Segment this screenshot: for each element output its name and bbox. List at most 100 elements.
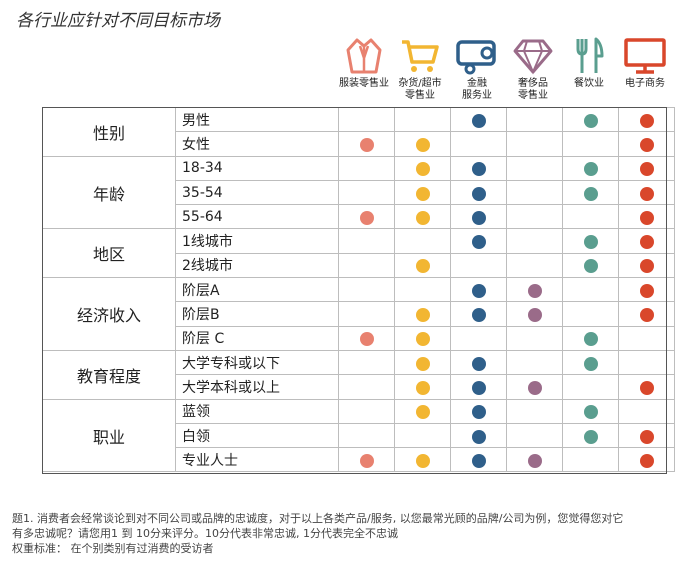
marker-dot: [639, 380, 654, 395]
column-label: 电子商务: [625, 78, 665, 89]
cell: [618, 398, 675, 424]
column-label: 餐饮业: [574, 78, 604, 89]
marker-dot: [583, 259, 598, 274]
marker-dot: [415, 453, 430, 468]
marker-dot: [583, 429, 598, 444]
marker-dot: [639, 210, 654, 225]
cell: [338, 374, 395, 400]
table-row: 大学本科或以上: [43, 374, 675, 400]
cell: [394, 179, 451, 206]
cell: [562, 374, 619, 400]
marker-dot: [359, 332, 374, 347]
cell: [618, 252, 675, 279]
marker-dot: [639, 429, 654, 444]
column-label: 金融 服务业: [462, 78, 492, 101]
cell: [618, 131, 675, 157]
marker-dot: [639, 283, 654, 298]
chart-title: 各行业应针对不同目标市场: [16, 11, 220, 31]
category-label: 地区: [42, 228, 176, 279]
segment-label: 2线城市: [175, 252, 339, 279]
marker-dot: [583, 113, 598, 128]
cell: [338, 422, 395, 449]
cell: [562, 228, 619, 254]
cell: [562, 204, 619, 230]
category-label: 教育程度: [42, 349, 176, 400]
cell: [450, 252, 507, 279]
marker-dot: [471, 405, 486, 420]
column-label: 服装零售业: [339, 78, 389, 89]
table-row: 55-64: [43, 204, 675, 230]
cell: [506, 447, 563, 473]
column-header-5: 餐饮业: [561, 36, 617, 90]
table-row: 专业人士: [43, 447, 675, 473]
segment-label: 阶层B: [175, 301, 339, 327]
cell: [618, 179, 675, 206]
category-label: 职业: [42, 398, 176, 473]
cell: [506, 422, 563, 449]
table-row: 阶层B: [43, 301, 675, 327]
wallet-icon: [455, 36, 499, 76]
marker-dot: [639, 453, 654, 468]
marker-dot: [471, 308, 486, 323]
cell: [618, 422, 675, 449]
cell: [450, 106, 507, 133]
cell: [562, 398, 619, 424]
column-header-3: 金融 服务业: [449, 36, 505, 102]
cell: [562, 325, 619, 351]
cell: [394, 277, 451, 303]
segment-label: 白领: [175, 422, 339, 449]
marker-dot: [415, 210, 430, 225]
column-label: 奢侈品 零售业: [518, 78, 548, 101]
segment-label: 35-54: [175, 179, 339, 206]
marker-dot: [415, 380, 430, 395]
cell: [394, 447, 451, 473]
cell: [394, 106, 451, 133]
cell: [506, 155, 563, 181]
marker-dot: [527, 308, 542, 323]
cell: [450, 422, 507, 449]
marker-dot: [471, 162, 486, 177]
category-label: 经济收入: [42, 277, 176, 351]
category-label: 性别: [42, 107, 176, 157]
cell: [338, 131, 395, 157]
marker-dot: [471, 356, 486, 371]
fork-knife-icon: [569, 36, 609, 76]
cell: [506, 252, 563, 279]
cell: [450, 325, 507, 351]
cell: [618, 301, 675, 327]
marker-dot: [471, 186, 486, 201]
cell: [394, 374, 451, 400]
cell: [338, 106, 395, 133]
cell: [506, 374, 563, 400]
marker-dot: [359, 210, 374, 225]
cell: [338, 325, 395, 351]
cell: [450, 374, 507, 400]
marker-dot: [415, 162, 430, 177]
segment-label: 55-64: [175, 204, 339, 230]
cell: [338, 228, 395, 254]
cell: [618, 277, 675, 303]
marker-dot: [527, 283, 542, 298]
cell: [450, 204, 507, 230]
marker-dot: [639, 137, 654, 152]
cell: [338, 252, 395, 279]
marker-dot: [471, 429, 486, 444]
segment-label: 18-34: [175, 155, 339, 181]
footnote-line-3: 权重标准： 在个别类别有过消费的受访者: [12, 542, 214, 555]
marker-dot: [471, 380, 486, 395]
marker-dot: [639, 259, 654, 274]
cell: [506, 131, 563, 157]
column-header-4: 奢侈品 零售业: [505, 36, 561, 102]
cell: [618, 106, 675, 133]
segment-table: 性别 男性 女性 年龄 18-34 35-54 55-64 地区 1线城市 2线城市 经济收入 阶层A…: [42, 106, 675, 473]
table-row: 2线城市: [43, 252, 675, 279]
cell: [394, 422, 451, 449]
marker-dot: [471, 113, 486, 128]
cell: [338, 155, 395, 181]
cell: [562, 106, 619, 133]
cell: [394, 252, 451, 279]
cell: [394, 325, 451, 351]
cell: [618, 447, 675, 473]
cell: [338, 204, 395, 230]
cell: [450, 155, 507, 181]
